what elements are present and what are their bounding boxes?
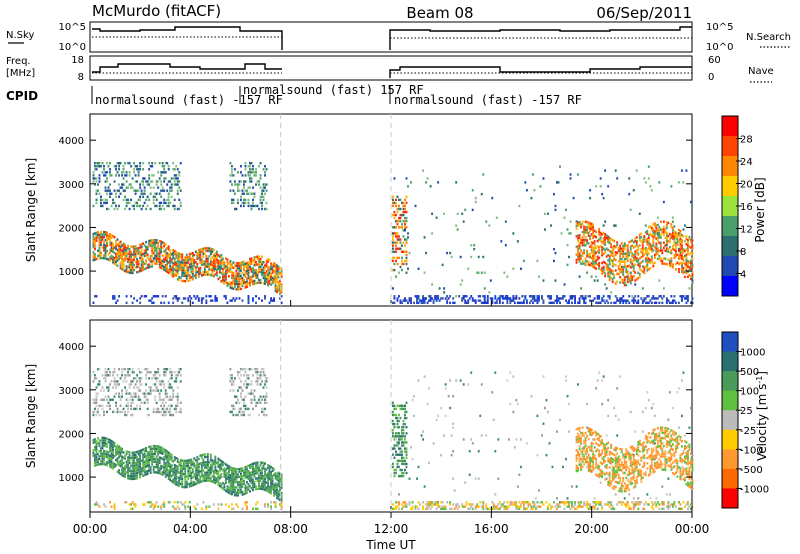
power-colorbar-swatch (722, 176, 738, 197)
velocity-y-tick-label: 3000 (59, 386, 84, 397)
velocity-colorbar-swatch (722, 390, 738, 411)
velocity-colorbar-swatch (722, 332, 738, 353)
freq-tick-top: 18 (71, 55, 84, 66)
nave-tick-top: 60 (708, 55, 721, 66)
velocity-y-tick-label: 2000 (59, 429, 84, 440)
freq-label-bottom: [MHz] (6, 68, 35, 79)
nsky-tick-bottom: 10^0 (59, 42, 86, 53)
time-tick-label: 16:00 (474, 522, 509, 536)
power-colorbar-swatch (722, 256, 738, 277)
cpid-segment-2: normalsound (fast) 157 RF (243, 83, 424, 97)
velocity-colorbar-tick-label: -500 (740, 465, 763, 476)
velocity-backscatter (92, 367, 694, 511)
nave-label: Nave (748, 66, 774, 77)
nsky-trace-b (389, 26, 692, 50)
time-tick-label: 04:00 (173, 522, 208, 536)
cpid-segment-1: normalsound (fast) -157 RF (95, 93, 283, 107)
power-y-tick-label: 2000 (59, 223, 84, 234)
velocity-colorbar-tick-label: 100 (740, 387, 759, 398)
title-right: 06/Sep/2011 (596, 4, 692, 22)
velocity-colorbar-tick-label: 1000 (740, 348, 765, 359)
velocity-colorbar-tick-label: -1000 (740, 484, 769, 495)
power-colorbar-tick-label: 12 (740, 225, 753, 236)
velocity-panel: 1000 2000 3000 4000 Slant Range [km] 1000 50… (24, 319, 770, 513)
nsearch-label: N.Search (746, 32, 791, 43)
nsearch-tick-top: 10^5 (706, 22, 733, 33)
power-colorbar-swatch (722, 136, 738, 157)
velocity-colorbar-swatch (722, 468, 738, 489)
freq-panel: Freq. [MHz] 18 8 60 0 Nave (6, 55, 774, 83)
velocity-y-tick-label: 4000 (59, 342, 84, 353)
velocity-colorbar-swatch (722, 449, 738, 470)
velocity-colorbar-swatch (722, 371, 738, 392)
power-y-tick-label: 4000 (59, 136, 84, 147)
power-panel: 1000 2000 3000 4000 Slant Range [km] 28 24 20… (24, 113, 767, 307)
power-colorbar-tick-label: 4 (740, 270, 746, 281)
title-left: McMurdo (fitACF) (92, 2, 221, 20)
time-axis: 00:00 04:00 08:00 12:00 16:00 20:00 00:00 (73, 512, 710, 536)
power-colorbar-label: Power [dB] (753, 177, 767, 242)
time-tick-label: 08:00 (273, 522, 308, 536)
power-colorbar-swatch (722, 276, 738, 297)
nsky-label: N.Sky (6, 30, 34, 41)
velocity-y-axis-label: Slant Range [km] (24, 364, 38, 468)
velocity-colorbar-swatch (722, 351, 738, 372)
velocity-y-axis: 1000 2000 3000 4000 (59, 320, 693, 512)
power-colorbar-tick-label: 20 (740, 180, 753, 191)
freq-tick-bottom: 8 (78, 72, 84, 83)
freq-trace-a (92, 63, 282, 73)
velocity-y-tick-label: 1000 (59, 473, 84, 484)
title-center: Beam 08 (406, 4, 473, 22)
power-colorbar-tick-label: 16 (740, 202, 753, 213)
power-colorbar: 28 24 20 16 12 8 4 (721, 115, 753, 297)
cpid-segment-3: normalsound (fast) -157 RF (394, 93, 582, 107)
power-colorbar-swatch (722, 196, 738, 217)
freq-label-top: Freq. (6, 56, 31, 67)
power-colorbar-tick-label: 8 (740, 247, 746, 258)
power-colorbar-swatch (722, 116, 738, 137)
nsky-trace-a (92, 26, 283, 50)
freq-trace-b (389, 66, 692, 78)
velocity-colorbar-label: Velocity [m s-1] (755, 371, 770, 461)
velocity-colorbar-swatch (722, 488, 738, 509)
velocity-colorbar-tick-label: -25 (740, 426, 756, 437)
time-axis-label: Time UT (365, 538, 416, 552)
power-y-axis: 1000 2000 3000 4000 (59, 114, 693, 306)
nave-tick-bottom: 0 (708, 72, 714, 83)
time-tick-label: 20:00 (574, 522, 609, 536)
power-y-tick-label: 3000 (59, 180, 84, 191)
power-y-axis-label: Slant Range [km] (24, 158, 38, 262)
power-backscatter (92, 161, 694, 305)
power-colorbar-swatch (722, 236, 738, 257)
cpid-label: CPID (6, 89, 38, 103)
cpid-row: CPID normalsound (fast) -157 RF normalso… (6, 83, 582, 107)
velocity-colorbar-swatch (722, 410, 738, 431)
velocity-colorbar-tick-label: -100 (740, 445, 763, 456)
time-tick-label: 00:00 (73, 522, 108, 536)
velocity-colorbar: 1000 500 100 25 -25 -100 -500 -1000 (721, 331, 769, 509)
power-colorbar-tick-label: 24 (740, 157, 753, 168)
nsky-tick-top: 10^5 (59, 22, 86, 33)
velocity-colorbar-tick-label: 500 (740, 367, 759, 378)
power-colorbar-swatch (722, 216, 738, 237)
nsearch-tick-bottom: 10^0 (706, 42, 733, 53)
velocity-colorbar-swatch (722, 429, 738, 450)
nsky-panel: N.Sky 10^5 10^0 10^5 10^0 N.Search (6, 21, 791, 53)
time-tick-label: 12:00 (374, 522, 409, 536)
power-y-tick-label: 1000 (59, 267, 84, 278)
velocity-colorbar-tick-label: 25 (740, 406, 753, 417)
power-colorbar-tick-label: 28 (740, 135, 753, 146)
time-tick-label: 00:00 (675, 522, 710, 536)
power-colorbar-swatch (722, 156, 738, 177)
